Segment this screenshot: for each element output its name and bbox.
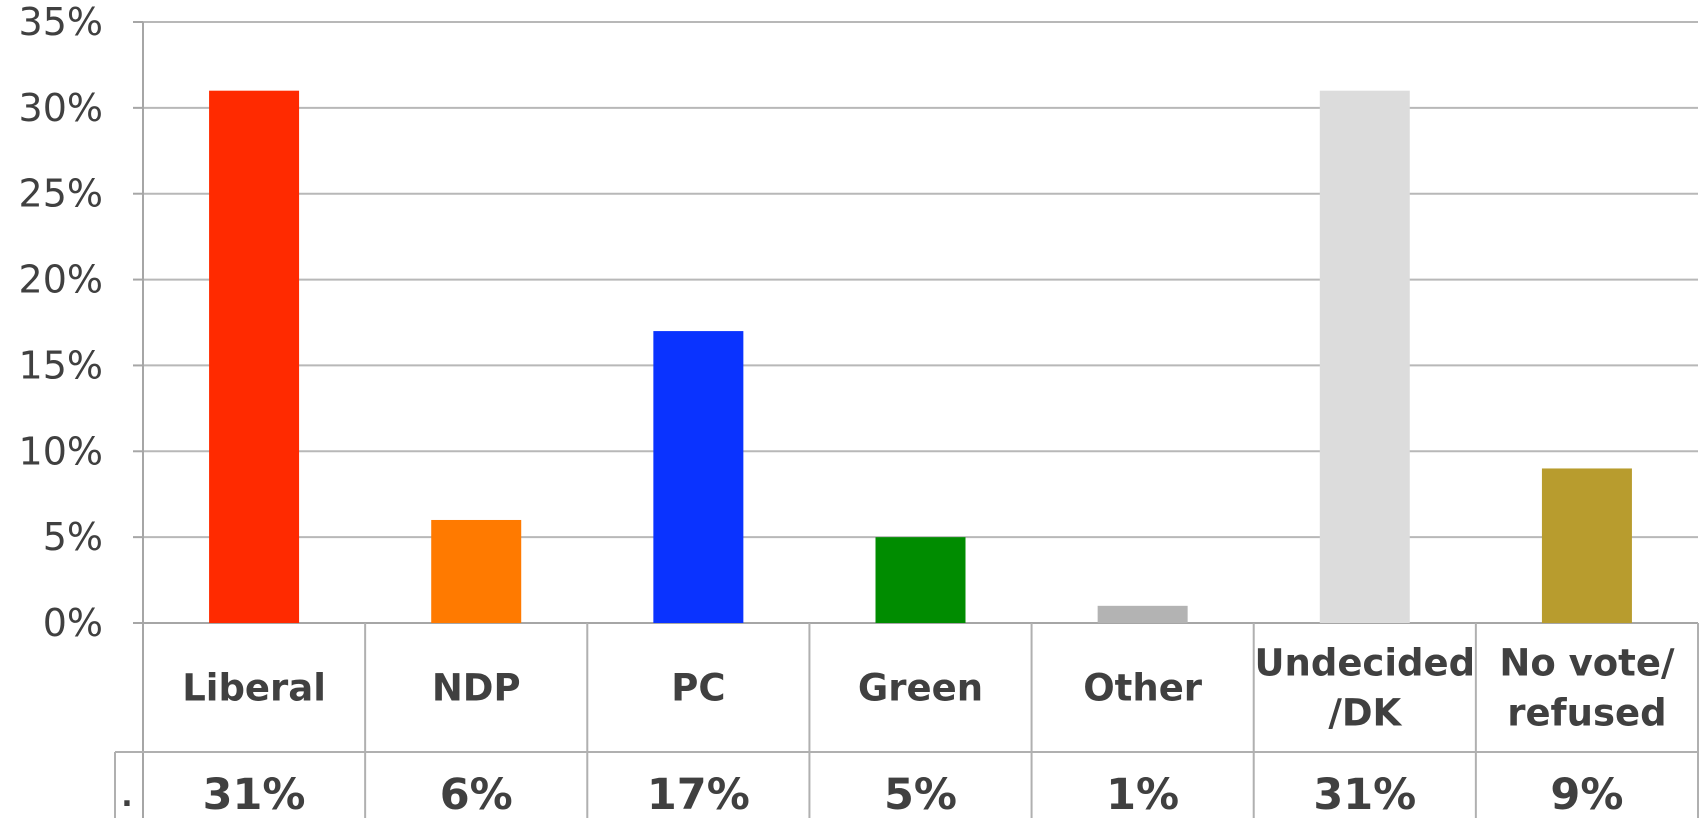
value-label: 1% xyxy=(1106,770,1179,818)
category-label: Other xyxy=(1083,667,1203,710)
value-label: 5% xyxy=(884,770,957,818)
y-tick-label: 15% xyxy=(19,343,103,387)
data-table: . Liberal 31% NDP 6% PC 17% Green 5% Other 1% Undec… xyxy=(114,623,1699,818)
value-label: 6% xyxy=(440,770,513,818)
bar-other xyxy=(1097,605,1188,623)
value-label: 9% xyxy=(1550,770,1623,818)
bar-liberal xyxy=(209,90,300,623)
category-label: PC xyxy=(671,667,725,710)
y-tick-label: 0% xyxy=(43,601,103,645)
y-tick-label: 10% xyxy=(19,429,103,473)
value-label: 31% xyxy=(1313,770,1416,818)
table-row-marker: . xyxy=(121,779,132,814)
category-label: Undecided xyxy=(1254,642,1475,685)
category-label: /DK xyxy=(1328,692,1402,735)
category-label: refused xyxy=(1507,692,1666,735)
y-tick-label: 30% xyxy=(19,86,103,130)
bars xyxy=(209,90,1632,623)
category-label: Liberal xyxy=(182,667,326,710)
bar-undecideddk xyxy=(1319,90,1410,623)
gridlines xyxy=(143,21,1698,624)
bar-ndp xyxy=(431,519,522,623)
bar-pc xyxy=(653,331,744,623)
y-tick-label: 5% xyxy=(43,515,103,559)
y-tick-label: 25% xyxy=(19,172,103,216)
value-label: 17% xyxy=(647,770,750,818)
category-label: Green xyxy=(858,667,983,710)
y-axis: 0% 5% 10% 15% 20% 25% 30% 35% xyxy=(19,0,144,818)
category-label: No vote/ xyxy=(1499,642,1675,685)
bar-green xyxy=(875,537,966,623)
bar-novoterefused xyxy=(1541,468,1632,623)
y-tick-label: 20% xyxy=(19,258,103,302)
category-label: NDP xyxy=(432,667,521,710)
y-tick-label: 35% xyxy=(19,0,103,44)
value-label: 31% xyxy=(203,770,306,818)
